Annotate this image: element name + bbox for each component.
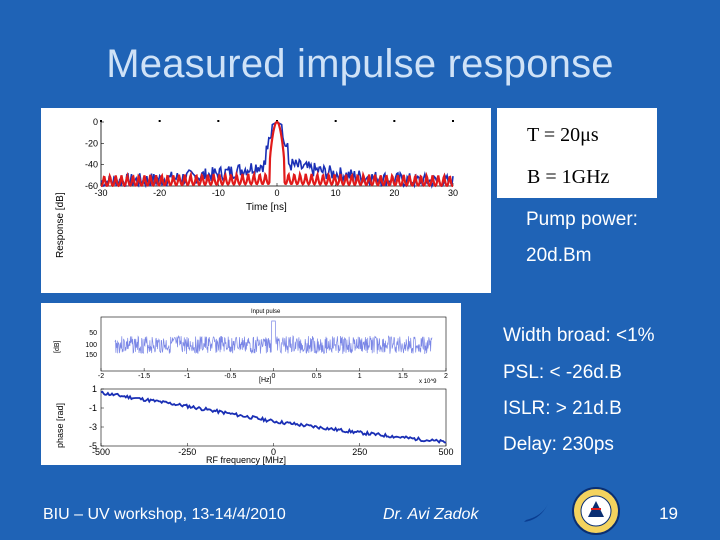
impulse-response-chart: -30 -20 -10 0 10 20 30 0 -20 -40 -60 Response [dB]… bbox=[55, 117, 458, 258]
c3-x-tick-label: -250 bbox=[178, 447, 196, 457]
c1-grid-dot bbox=[452, 120, 454, 122]
c3-x-tick-label: -500 bbox=[92, 447, 110, 457]
c2-x-tick-label: -1.5 bbox=[138, 373, 150, 380]
c2-multiplier: x 10^9 bbox=[419, 379, 437, 385]
c1-y-tick-label: -40 bbox=[85, 160, 98, 170]
c2-series-spectrum bbox=[114, 320, 433, 355]
c1-xlabel: Time [ns] bbox=[246, 202, 287, 213]
metric-islr: ISLR: > 21d.B bbox=[503, 398, 622, 419]
c1-x-tick-label: 0 bbox=[274, 188, 279, 198]
c2-xlabel: [Hz] bbox=[259, 377, 272, 384]
c2-y-tick-label: 50 bbox=[89, 330, 97, 337]
metric-delay: Delay: 230ps bbox=[503, 434, 614, 455]
c3-xlabel: RF frequency [MHz] bbox=[206, 455, 286, 465]
c1-grid-dot bbox=[393, 120, 396, 122]
formula-b: B = 1GHz bbox=[527, 166, 610, 188]
c1-series-theoretical bbox=[100, 120, 454, 188]
c1-y-tick-label: 0 bbox=[93, 117, 98, 127]
c3-y-tick-label: -1 bbox=[89, 403, 97, 413]
formula-box: T = 20μs B = 1GHz bbox=[497, 108, 657, 198]
c1-x-tick-label: 20 bbox=[389, 188, 399, 198]
c2-y-tick-label: 150 bbox=[85, 352, 97, 359]
c3-y-tick-label: -3 bbox=[89, 422, 97, 432]
metric-psl: PSL: < -26d.B bbox=[503, 362, 622, 383]
c2-x-tick-label: 1 bbox=[358, 373, 362, 380]
c1-x-tick-label: 30 bbox=[448, 188, 458, 198]
c1-x-tick-label: -20 bbox=[153, 188, 166, 198]
c2-x-tick-label: 2 bbox=[444, 373, 448, 380]
impulse-response-chart-panel: -30 -20 -10 0 10 20 30 0 -20 -40 -60 Response [dB]… bbox=[41, 108, 491, 293]
slide-title: Measured impulse response bbox=[106, 42, 614, 86]
c2-ylabel: [dB] bbox=[54, 340, 61, 353]
page-number: 19 bbox=[659, 504, 678, 523]
c1-x-tick-label: -30 bbox=[94, 188, 107, 198]
c1-grid-dot bbox=[100, 120, 102, 122]
c1-series-measured bbox=[100, 121, 454, 189]
c2-x-tick-label: -2 bbox=[98, 373, 104, 380]
spectrum-phase-chart-panel: -2 -1.5 -1 -0.5 0 0.5 1 1.5 2 50 100 150 -500 -250 0 2… bbox=[41, 303, 461, 465]
pump-power-value: 20d.Bm bbox=[526, 245, 592, 266]
c3-ylabel: phase [rad] bbox=[55, 403, 65, 448]
c2-x-tick-label: -0.5 bbox=[224, 373, 236, 380]
c3-series-phase bbox=[100, 390, 447, 444]
c2-x-tick-label: 0 bbox=[272, 373, 276, 380]
c1-x-tick-label: -10 bbox=[212, 188, 225, 198]
c1-x-tick-label: 10 bbox=[331, 188, 341, 198]
metric-width: Width broad: <1% bbox=[503, 325, 655, 346]
pump-power-label: Pump power: bbox=[526, 209, 638, 230]
c2-x-tick-label: -1 bbox=[184, 373, 190, 380]
c3-y-tick-label: 1 bbox=[92, 384, 97, 394]
c2-x-tick-label: 0.5 bbox=[312, 373, 322, 380]
c1-ylabel: Response [dB] bbox=[55, 192, 66, 258]
c3-x-tick-label: 250 bbox=[352, 447, 367, 457]
c2-x-tick-label: 1.5 bbox=[398, 373, 408, 380]
c1-grid-dot bbox=[217, 120, 220, 122]
c1-grid-dot bbox=[334, 120, 337, 122]
c3-x-tick-label: 0 bbox=[271, 447, 276, 457]
footer-author: Dr. Avi Zadok bbox=[383, 506, 479, 523]
c1-grid-dot bbox=[158, 120, 161, 122]
university-seal-logo bbox=[572, 487, 620, 535]
swoosh-logo bbox=[524, 504, 548, 522]
footer-workshop: BIU – UV workshop, 13-14/4/2010 bbox=[43, 506, 286, 523]
c3-y-tick-label: -5 bbox=[89, 441, 97, 451]
c2-title: Input pulse bbox=[251, 309, 281, 315]
c1-y-tick-label: -60 bbox=[85, 181, 98, 191]
formula-t: T = 20μs bbox=[527, 124, 599, 146]
c1-y-tick-label: -20 bbox=[85, 138, 98, 148]
c2-y-tick-label: 100 bbox=[85, 342, 97, 349]
c3-x-tick-label: 500 bbox=[438, 447, 453, 457]
